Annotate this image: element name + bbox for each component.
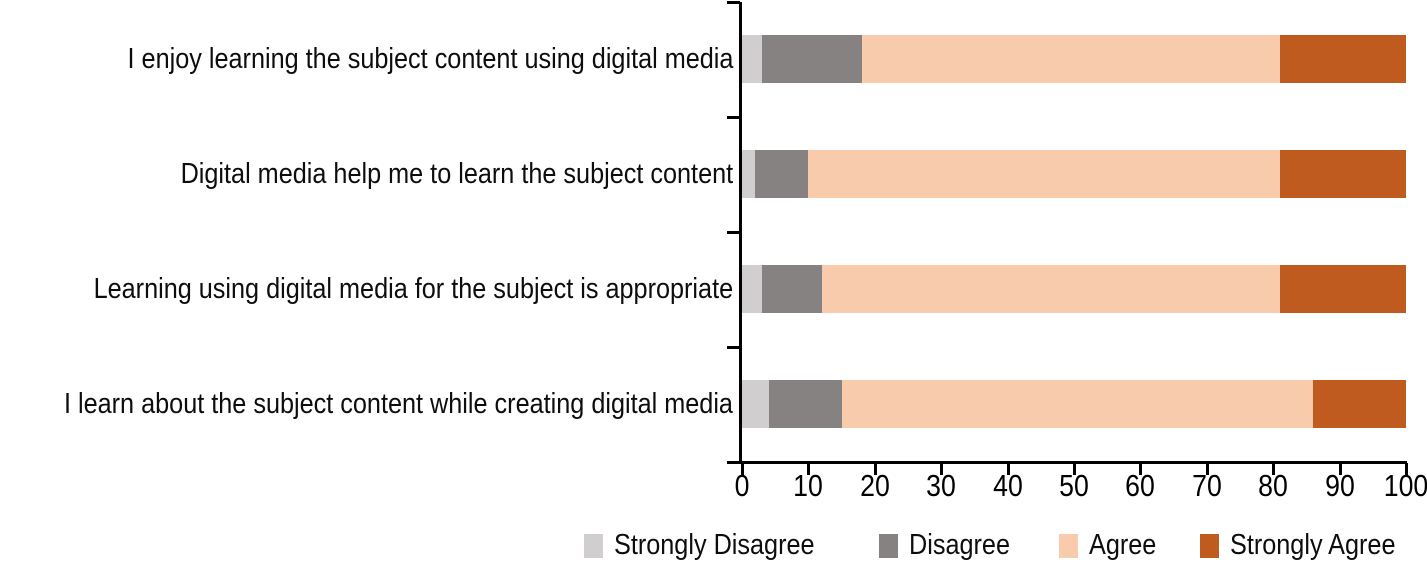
x-axis-line — [739, 461, 1407, 464]
legend: Strongly Disagree Disagree Agree Strongly A… — [584, 529, 1420, 562]
x-axis-tick-label: 70 — [1191, 468, 1222, 503]
x-axis-tick — [940, 463, 944, 475]
x-axis-tick-label: 30 — [926, 468, 957, 503]
x-axis-tick — [807, 463, 811, 475]
y-axis-tick — [727, 461, 740, 464]
bar-segment-strongly-disagree — [742, 264, 762, 313]
bar-segment-disagree — [768, 379, 842, 428]
x-axis-tick — [1006, 463, 1010, 475]
x-axis-tick-label: 10 — [793, 468, 824, 503]
x-axis-tick-label: 0 — [734, 468, 750, 503]
x-axis-tick — [1405, 463, 1408, 475]
x-axis-tick-label: 100 — [1383, 468, 1427, 503]
bar-segment-agree — [861, 34, 1280, 83]
bar-segment-strongly-agree — [1279, 264, 1406, 313]
bar-segment-strongly-disagree — [742, 379, 769, 428]
legend-swatch-strongly-agree — [1199, 533, 1219, 558]
bar-segment-disagree — [755, 149, 809, 198]
x-axis-tick — [741, 463, 744, 475]
legend-swatch-strongly-disagree — [584, 533, 603, 558]
x-axis-tick-label: 40 — [992, 468, 1023, 503]
bar-segment-disagree — [761, 264, 822, 313]
legend-item-strongly-disagree: Strongly Disagree — [584, 529, 845, 562]
legend-label: Agree — [1088, 529, 1156, 561]
x-axis-tick-label: 60 — [1125, 468, 1156, 503]
x-axis-tick — [1139, 463, 1143, 475]
category-label: I learn about the subject content while … — [63, 388, 733, 420]
legend-label: Strongly Agree — [1229, 529, 1396, 561]
x-axis-tick-label: 80 — [1258, 468, 1289, 503]
bar-segment-agree — [821, 264, 1280, 313]
y-axis-tick — [727, 231, 740, 234]
x-axis-tick — [1205, 463, 1209, 475]
bar-segment-strongly-agree — [1313, 379, 1406, 428]
category-label: Digital media help me to learn the subje… — [180, 158, 733, 190]
category-label: Learning using digital media for the sub… — [93, 273, 733, 305]
x-axis-tick — [873, 463, 877, 475]
legend-item-disagree: Disagree — [878, 529, 1025, 562]
legend-label: Strongly Disagree — [614, 529, 815, 561]
bar-segment-strongly-agree — [1279, 34, 1406, 83]
y-axis-tick — [727, 1, 740, 4]
legend-item-agree: Agree — [1058, 529, 1166, 562]
legend-label: Disagree — [908, 529, 1010, 561]
bar-segment-strongly-agree — [1279, 149, 1406, 198]
bar-segment-strongly-disagree — [742, 34, 762, 83]
x-axis-tick-label: 20 — [859, 468, 890, 503]
x-axis-tick — [1338, 463, 1342, 475]
x-axis-tick — [1272, 463, 1276, 475]
category-label: I enjoy learning the subject content usi… — [127, 43, 733, 75]
y-axis-tick — [727, 346, 740, 349]
bar-segment-disagree — [761, 34, 862, 83]
y-axis-tick — [727, 116, 740, 119]
x-axis-tick — [1073, 463, 1076, 475]
x-axis-tick-label: 50 — [1059, 468, 1089, 503]
bar-segment-agree — [808, 149, 1280, 198]
legend-item-strongly-agree: Strongly Agree — [1199, 529, 1420, 562]
legend-swatch-disagree — [878, 533, 898, 558]
y-axis-line — [739, 2, 742, 464]
legend-swatch-agree — [1058, 533, 1078, 558]
bar-segment-strongly-disagree — [742, 149, 756, 198]
x-axis-tick-label: 90 — [1324, 468, 1355, 503]
bar-segment-agree — [841, 379, 1314, 428]
